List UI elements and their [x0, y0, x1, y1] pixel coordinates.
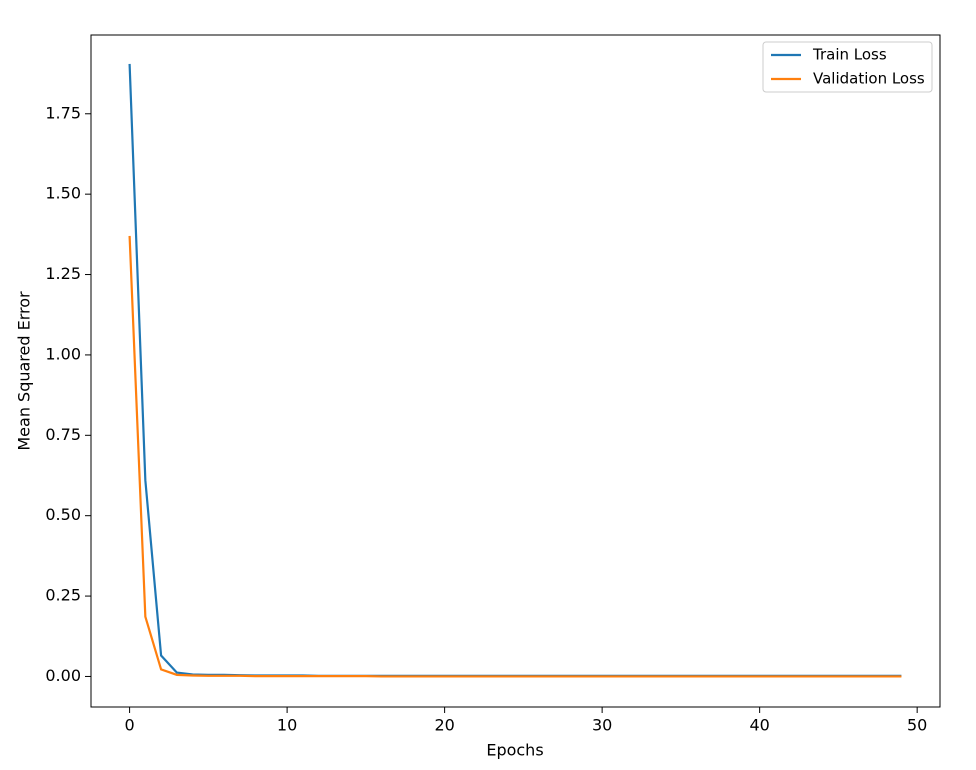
y-tick-label: 0.75 [45, 425, 81, 444]
x-tick-label: 0 [124, 716, 134, 735]
x-tick-label: 50 [907, 716, 927, 735]
y-tick-label: 1.00 [45, 344, 81, 363]
y-tick-label: 1.50 [45, 184, 81, 203]
y-tick-label: 0.25 [45, 586, 81, 605]
y-tick-label: 1.25 [45, 264, 81, 283]
y-axis-label: Mean Squared Error [15, 291, 34, 451]
line-series [128, 235, 902, 678]
y-tick-label: 1.75 [45, 103, 81, 122]
x-axis-label: Epochs [486, 741, 543, 760]
line-series [128, 63, 902, 677]
x-tick-label: 20 [434, 716, 454, 735]
plot-frame [90, 34, 941, 708]
x-tick-label: 10 [277, 716, 297, 735]
legend-box [762, 41, 933, 93]
legend-label: Train Loss [812, 46, 887, 64]
x-tick-label: 40 [749, 716, 769, 735]
legend-label: Validation Loss [813, 70, 925, 88]
y-tick-label: 0.00 [45, 666, 81, 685]
y-tick-label: 0.50 [45, 505, 81, 524]
x-tick-label: 30 [592, 716, 612, 735]
